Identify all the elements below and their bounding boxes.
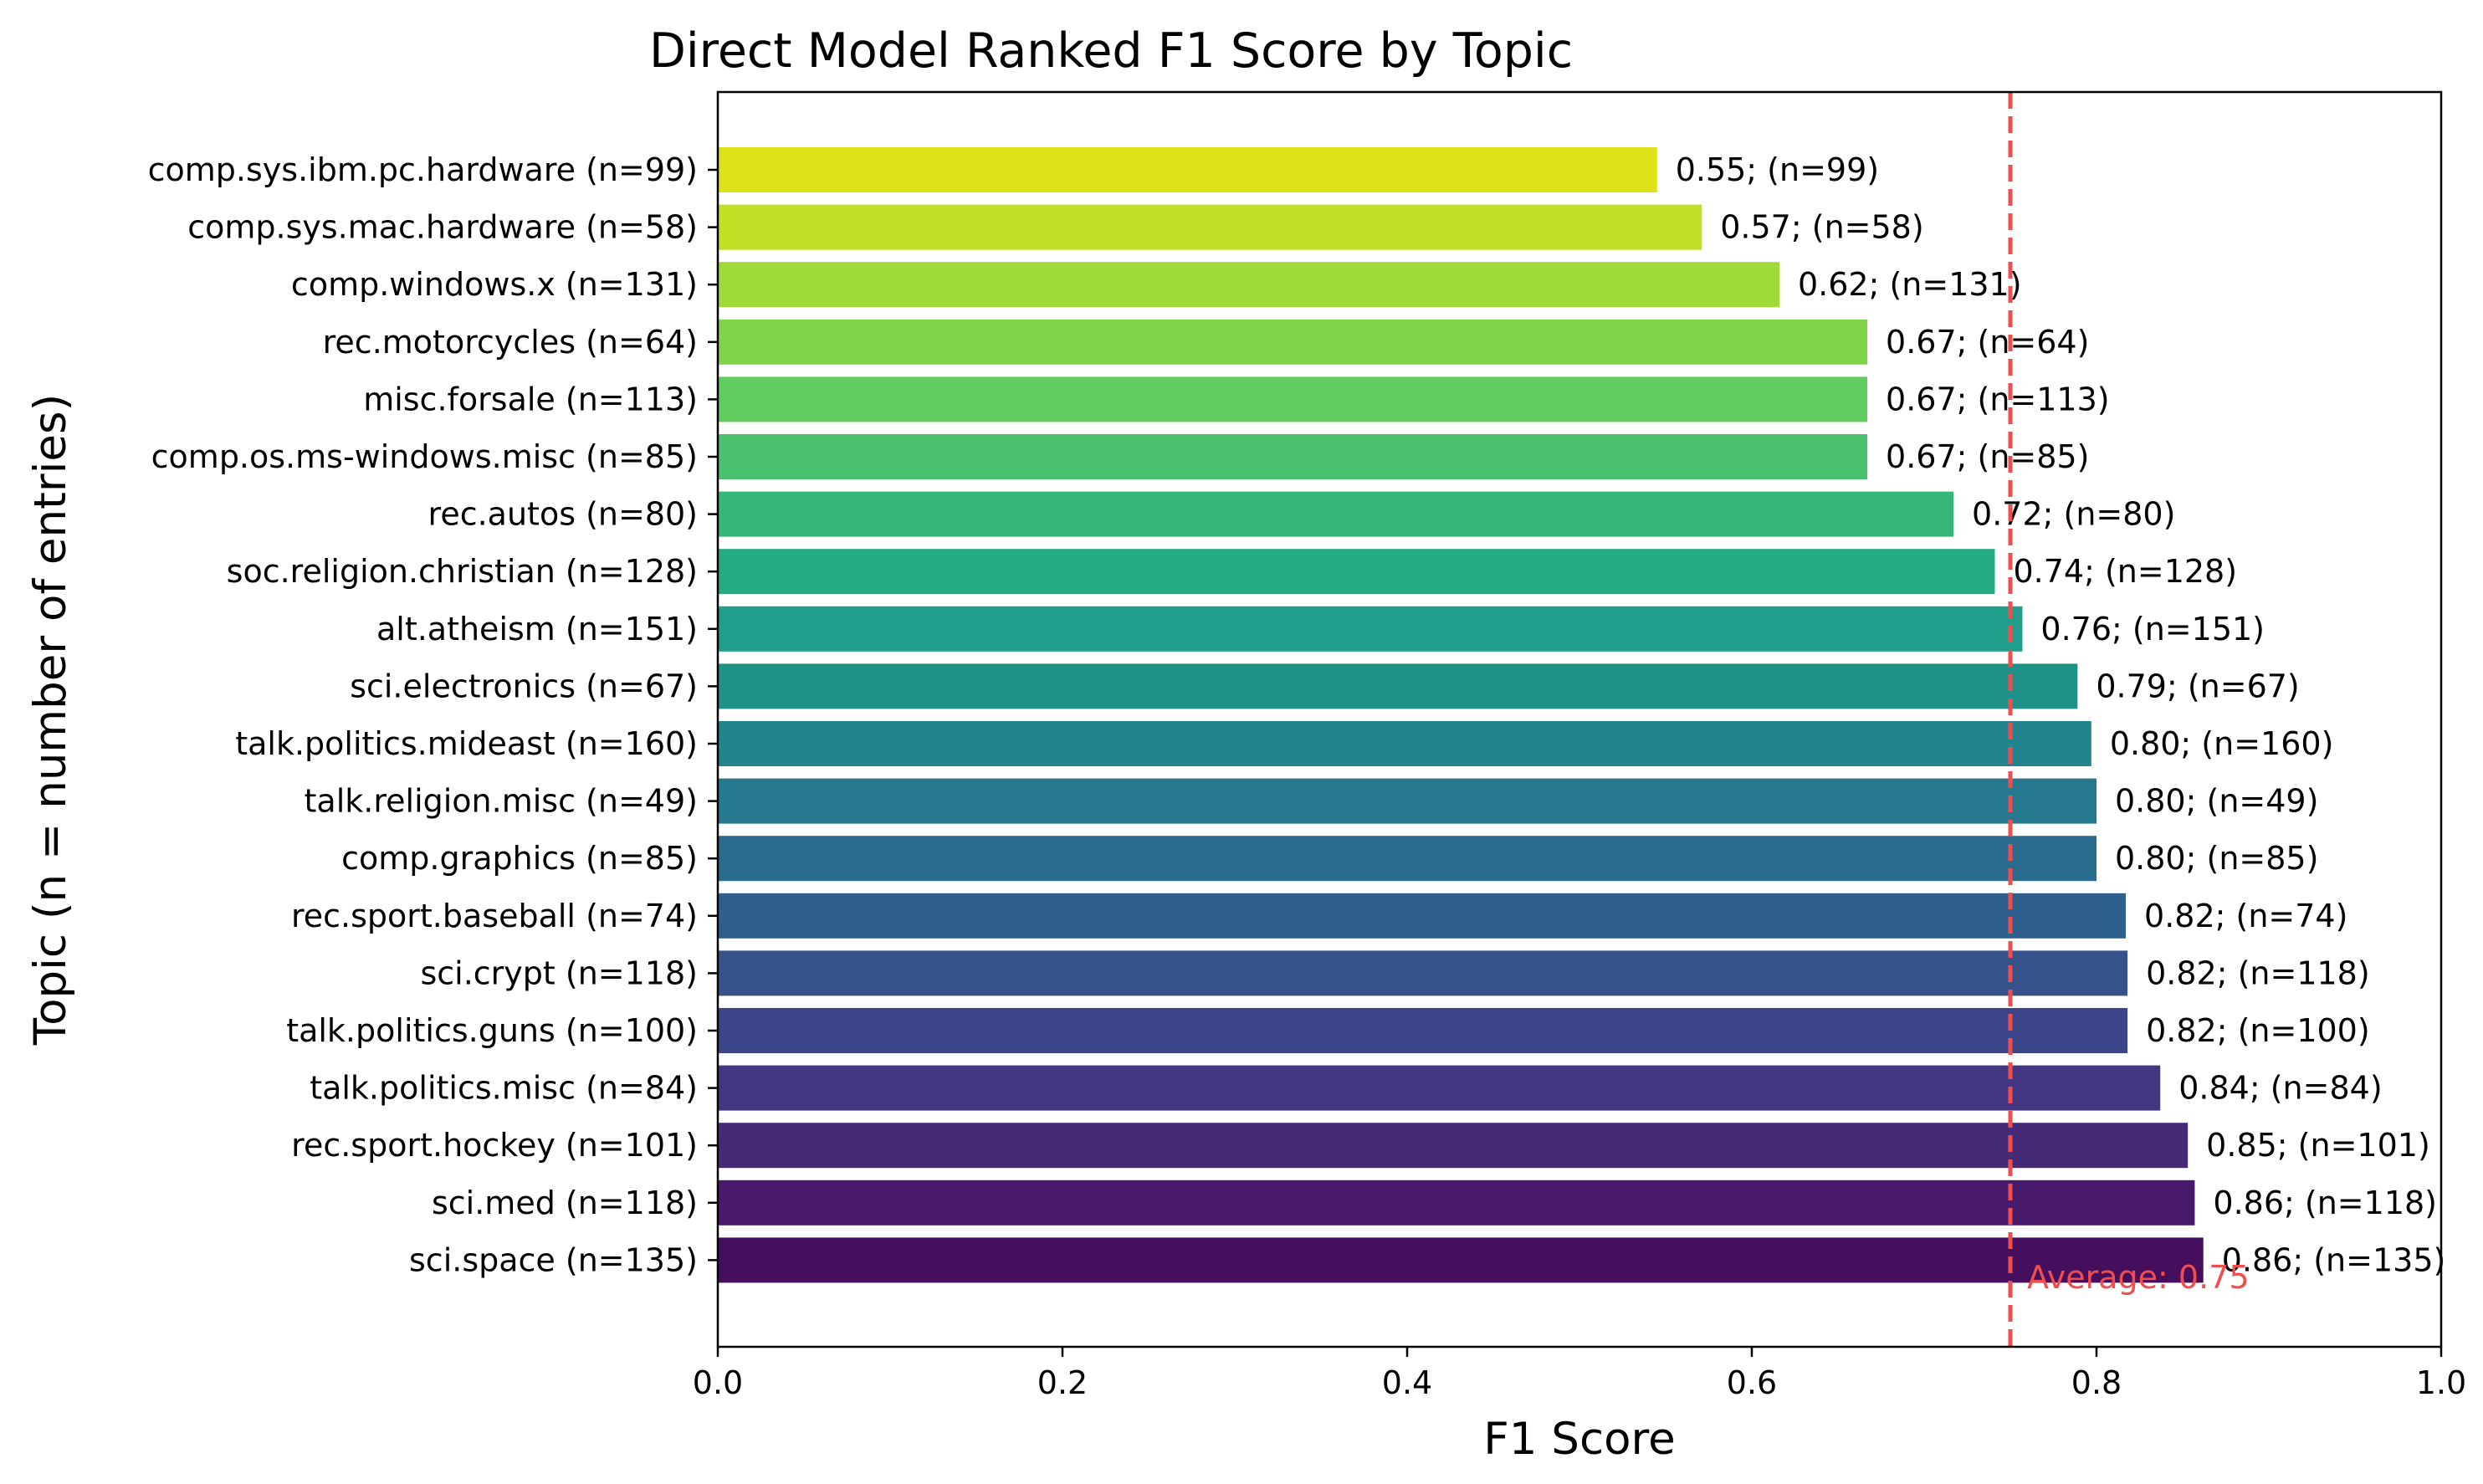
- bar: [718, 950, 2128, 996]
- bar: [718, 204, 1702, 250]
- bar: [718, 606, 2023, 652]
- y-tick-label: talk.politics.misc (n=84): [310, 1070, 698, 1107]
- bar: [718, 721, 2091, 766]
- bar-value-label: 0.86; (n=135): [2222, 1241, 2446, 1278]
- y-tick-label: alt.atheism (n=151): [376, 611, 698, 647]
- bar-value-label: 0.67; (n=85): [1886, 438, 2089, 475]
- bar-value-label: 0.74; (n=128): [2013, 553, 2237, 590]
- bar-value-label: 0.85; (n=101): [2206, 1127, 2430, 1164]
- plot-frame: [716, 90, 2443, 1348]
- bar-value-label: 0.67; (n=113): [1886, 381, 2110, 417]
- x-tick-label: 0.6: [1727, 1364, 1777, 1401]
- y-tick-label: sci.med (n=118): [432, 1185, 698, 1221]
- bar: [718, 549, 1995, 595]
- bar: [718, 1180, 2195, 1226]
- y-tick-label: comp.sys.mac.hardware (n=58): [187, 209, 698, 246]
- x-axis-label: F1 Score: [1483, 1414, 1676, 1465]
- y-tick-label: sci.space (n=135): [409, 1241, 698, 1278]
- average-label: Average: 0.75: [2027, 1259, 2250, 1296]
- bar: [718, 262, 1779, 308]
- bar-value-label: 0.57; (n=58): [1720, 209, 1923, 246]
- bar: [718, 376, 1868, 422]
- bar-value-label: 0.82; (n=100): [2146, 1012, 2370, 1049]
- bar-value-label: 0.84; (n=84): [2178, 1070, 2382, 1107]
- bar-value-label: 0.82; (n=74): [2144, 898, 2347, 934]
- bar-value-label: 0.80; (n=49): [2115, 783, 2318, 820]
- y-tick-label: sci.electronics (n=67): [350, 668, 698, 704]
- y-tick-label: talk.politics.mideast (n=160): [235, 725, 698, 762]
- bar-value-label: 0.62; (n=131): [1798, 266, 2022, 303]
- bar: [718, 1237, 2204, 1283]
- bar-value-label: 0.79; (n=67): [2096, 668, 2299, 704]
- y-axis-label: Topic (n = number of entries): [25, 394, 76, 1046]
- x-tick-label: 0.4: [1382, 1364, 1432, 1401]
- bar: [718, 147, 1657, 192]
- y-tick-label: rec.sport.baseball (n=74): [291, 898, 698, 934]
- y-tick-label: comp.graphics (n=85): [341, 840, 698, 877]
- bar: [718, 319, 1868, 365]
- x-tick-label: 0.8: [2071, 1364, 2122, 1401]
- bar: [718, 778, 2096, 824]
- y-tick-label: comp.os.ms-windows.misc (n=85): [151, 438, 698, 475]
- x-tick-label: 1.0: [2416, 1364, 2466, 1401]
- y-tick-label: rec.autos (n=80): [428, 496, 698, 533]
- bar: [718, 434, 1868, 479]
- y-tick-label: misc.forsale (n=113): [363, 381, 698, 417]
- bar-value-label: 0.76; (n=151): [2040, 611, 2265, 647]
- y-tick-label: rec.motorcycles (n=64): [323, 324, 698, 361]
- bar-value-label: 0.86; (n=118): [2213, 1185, 2437, 1221]
- bar: [718, 836, 2096, 882]
- x-axis: 0.0 0.2 0.4 0.6 0.8 1.0: [693, 1347, 2466, 1401]
- bar: [718, 893, 2127, 939]
- bar: [718, 663, 2078, 709]
- bar: [718, 1008, 2128, 1053]
- y-tick-label: talk.politics.guns (n=100): [286, 1012, 698, 1049]
- bars-layer: 0.55; (n=99) 0.57; (n=58) 0.62; (n=131) 0.6…: [718, 147, 2446, 1283]
- y-tick-label: comp.windows.x (n=131): [291, 266, 698, 303]
- reference-layer: Average: 0.75: [2008, 92, 2250, 1347]
- y-tick-label: rec.sport.hockey (n=101): [291, 1127, 698, 1164]
- bar-value-label: 0.72; (n=80): [1972, 496, 2175, 533]
- y-tick-label: sci.crypt (n=118): [420, 954, 698, 991]
- bar: [718, 491, 1954, 537]
- bar-value-label: 0.55; (n=99): [1676, 151, 1879, 188]
- bar: [718, 1123, 2189, 1169]
- bar-value-label: 0.80; (n=160): [2110, 725, 2334, 762]
- bar: [718, 1065, 2161, 1111]
- bar-value-label: 0.82; (n=118): [2146, 954, 2370, 991]
- y-axis: comp.sys.ibm.pc.hardware (n=99) comp.sys.…: [148, 151, 718, 1278]
- x-tick-label: 0.0: [693, 1364, 743, 1401]
- chart-title: Direct Model Ranked F1 Score by Topic: [649, 23, 1573, 79]
- bar-value-label: 0.80; (n=85): [2115, 840, 2318, 877]
- bar-value-label: 0.67; (n=64): [1886, 324, 2089, 361]
- y-tick-label: talk.religion.misc (n=49): [305, 783, 698, 820]
- y-tick-label: soc.religion.christian (n=128): [227, 553, 698, 590]
- y-tick-label: comp.sys.ibm.pc.hardware (n=99): [148, 151, 698, 188]
- x-tick-label: 0.2: [1037, 1364, 1088, 1401]
